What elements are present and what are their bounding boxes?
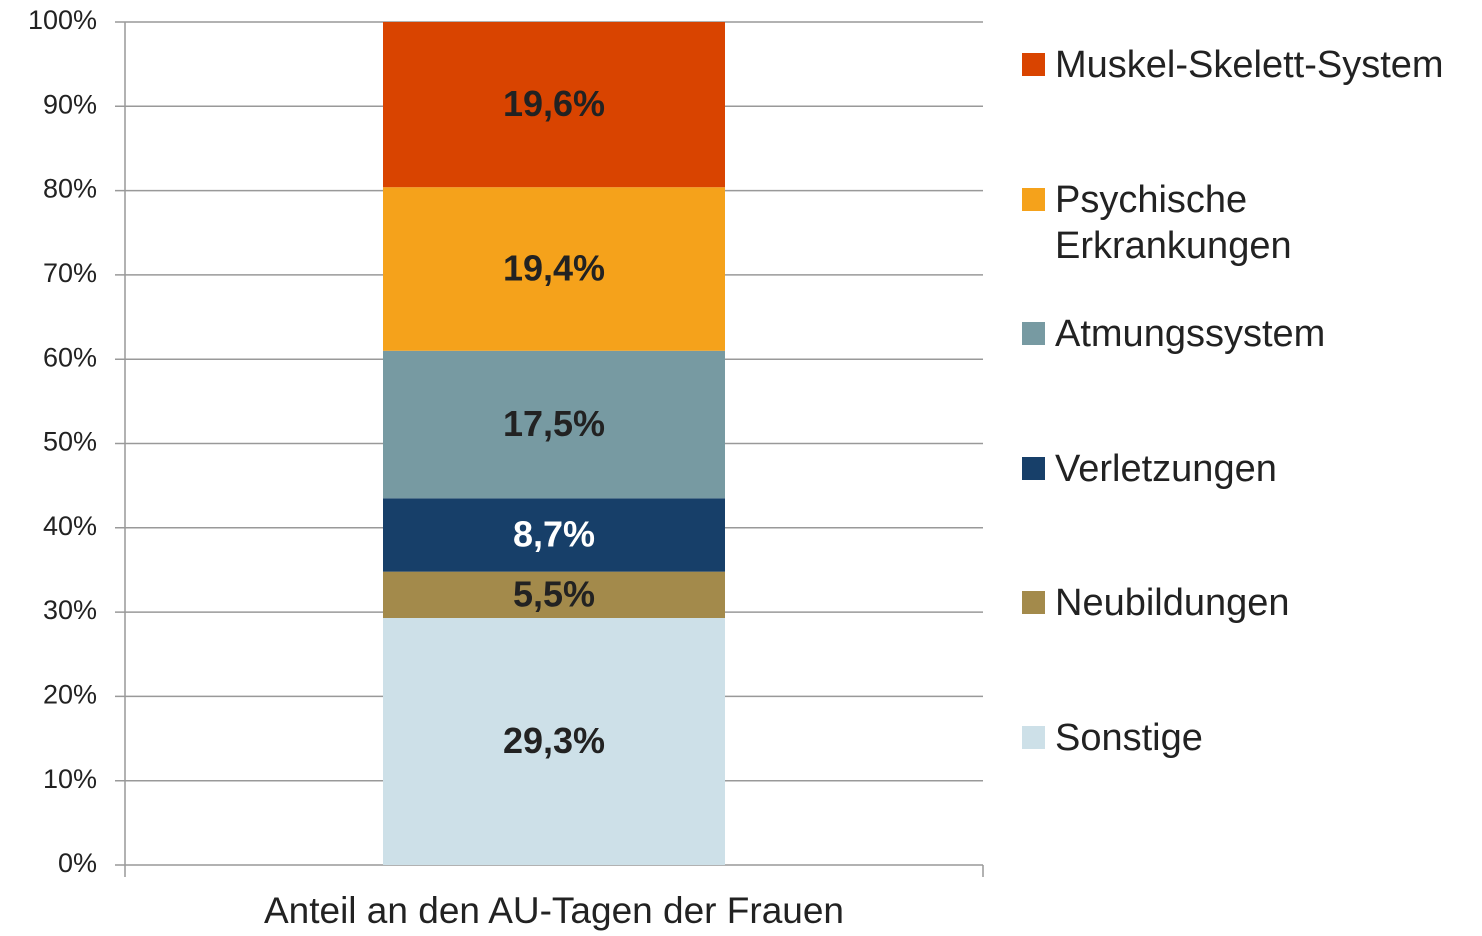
- y-tick-label: 100%: [28, 5, 97, 35]
- bar-segment: [383, 618, 725, 865]
- value-label: 19,6%: [503, 83, 605, 124]
- bar-segment: [383, 350, 725, 499]
- legend-swatch: [1022, 53, 1045, 76]
- y-tick-label: 70%: [43, 258, 97, 288]
- bar-segment: [383, 571, 725, 619]
- legend-swatch: [1022, 322, 1045, 345]
- legend-label: Neubildungen: [1055, 582, 1290, 624]
- legend-label: Psychische Erkrankungen: [1055, 178, 1292, 267]
- y-tick-label: 0%: [58, 848, 97, 878]
- bar-segment: [383, 498, 725, 572]
- value-label: 8,7%: [513, 513, 595, 554]
- y-tick-label: 20%: [43, 680, 97, 710]
- legend-swatch: [1022, 591, 1045, 614]
- y-tick-label: 10%: [43, 764, 97, 794]
- y-tick-label: 80%: [43, 174, 97, 204]
- legend-swatch: [1022, 725, 1045, 749]
- bar-segment: [383, 22, 725, 188]
- legend-item: Sonstige: [1022, 715, 1475, 761]
- value-label: 17,5%: [503, 403, 605, 444]
- bar-segment: [383, 187, 725, 351]
- legend-swatch: [1022, 456, 1045, 480]
- legend-label: Verletzungen: [1055, 447, 1277, 490]
- value-label: 19,4%: [503, 248, 605, 289]
- value-label: 29,3%: [503, 720, 605, 761]
- legend-item: Muskel-Skelett-System: [1022, 42, 1475, 88]
- x-tick-label: Anteil an den AU-Tagen der Frauen: [264, 890, 844, 931]
- legend-item: Neubildungen: [1022, 580, 1475, 626]
- y-tick-label: 60%: [43, 342, 97, 372]
- legend-swatch: [1022, 187, 1045, 211]
- y-tick-label: 40%: [43, 511, 97, 541]
- legend-item: Verletzungen: [1022, 446, 1475, 492]
- y-tick-label: 30%: [43, 595, 97, 625]
- legend-item: Psychische Erkrankungen: [1022, 177, 1475, 269]
- legend-label: Atmungssystem: [1055, 313, 1326, 355]
- y-tick-label: 90%: [43, 89, 97, 119]
- y-tick-label: 50%: [43, 427, 97, 457]
- legend-label: Muskel-Skelett-System: [1055, 44, 1444, 86]
- legend-item: Atmungssystem: [1022, 311, 1475, 357]
- value-label: 5,5%: [513, 573, 595, 614]
- legend-label: Sonstige: [1055, 716, 1203, 759]
